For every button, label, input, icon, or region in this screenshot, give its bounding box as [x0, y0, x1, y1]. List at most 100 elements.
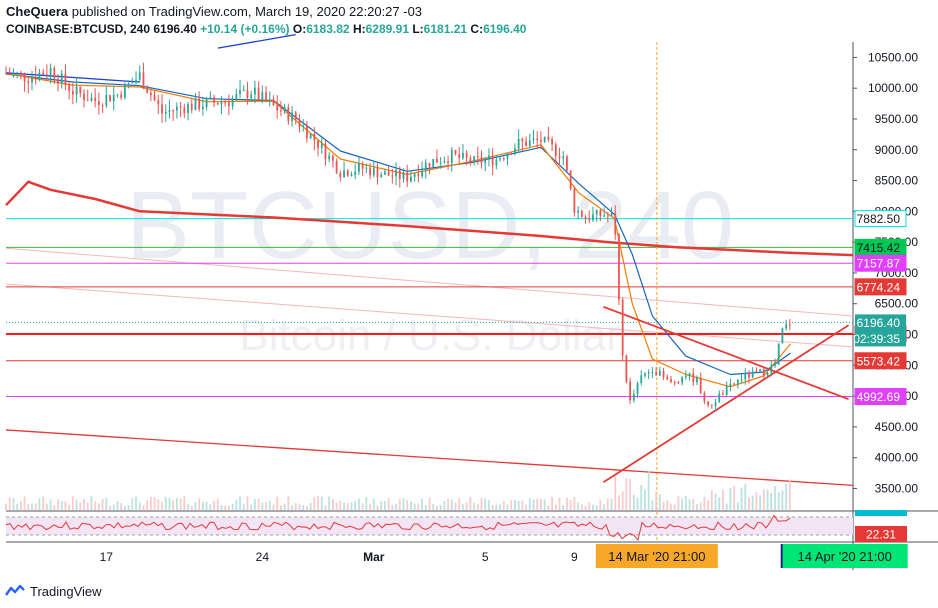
- candle-body: [320, 143, 323, 149]
- candle-body: [335, 160, 338, 173]
- red-trendline-1[interactable]: [602, 324, 850, 484]
- time-label-box-1[interactable]: [781, 544, 908, 568]
- volume-bar: [138, 502, 141, 510]
- candle-body: [755, 371, 758, 373]
- blue-trendline-1[interactable]: [217, 33, 296, 49]
- symbol-label[interactable]: COINBASE:BTCUSD, 240: [6, 22, 151, 36]
- candle-body: [190, 103, 193, 110]
- candle-body: [517, 139, 520, 149]
- drawing-layer[interactable]: [5, 33, 854, 540]
- candle-body: [268, 99, 271, 101]
- candle-body: [502, 158, 505, 160]
- volume-bar: [149, 496, 152, 510]
- volume-bar: [751, 495, 754, 510]
- volume-bar: [298, 503, 301, 510]
- volume-bar: [276, 496, 279, 510]
- volume-bar: [595, 505, 598, 510]
- volume-bar: [253, 498, 256, 510]
- candle-body: [707, 401, 710, 406]
- level-0-box[interactable]: [854, 210, 907, 228]
- volume-bar: [161, 501, 163, 510]
- candle-body: [606, 215, 609, 217]
- candle-body: [670, 379, 672, 382]
- candle-body: [172, 110, 175, 112]
- volume-bar: [655, 492, 658, 510]
- candle-body: [703, 392, 706, 402]
- volume-bar: [313, 497, 316, 510]
- candle-body: [376, 167, 379, 178]
- candle-body: [391, 175, 394, 177]
- price-axis[interactable]: 3500.004000.004500.005000.005500.006000.…: [853, 50, 918, 495]
- channel-line-1[interactable]: [5, 283, 854, 348]
- volume-bar: [540, 498, 542, 510]
- blue-trendline-0[interactable]: [5, 72, 140, 83]
- rsi-pane: 22.31: [5, 510, 907, 542]
- volume-bar: [610, 498, 613, 510]
- volume-bar: [235, 499, 238, 510]
- candle-body: [283, 107, 286, 112]
- candle-body: [580, 210, 583, 217]
- candle-body: [257, 87, 260, 100]
- level-5-box[interactable]: [854, 352, 907, 370]
- volume-bar: [172, 500, 175, 510]
- level-3-label: 6774.24: [857, 280, 901, 294]
- red-trendline-2[interactable]: [5, 429, 854, 487]
- ma-200-line: [5, 180, 854, 257]
- level-6-box[interactable]: [854, 388, 907, 406]
- level-5-label: 5573.42: [857, 354, 901, 368]
- candle-body: [751, 371, 754, 378]
- volume-bar: [651, 500, 654, 510]
- last-price-box[interactable]: [855, 314, 906, 347]
- candle-body: [614, 213, 617, 235]
- volume-bar: [666, 500, 669, 510]
- brand-name[interactable]: TradingView: [30, 583, 102, 599]
- candle-body: [469, 157, 472, 163]
- time-axis[interactable]: 17 24 Mar 5 9 14 Mar '20 21:00 14 Apr '20 21:0…: [100, 544, 908, 568]
- candle-body: [658, 371, 661, 376]
- candle-body: [112, 94, 115, 102]
- volume-bar: [432, 504, 435, 510]
- volume-bar: [536, 498, 539, 510]
- time-tick-label: 9: [571, 550, 578, 564]
- candle-body: [346, 170, 349, 176]
- candle-body: [644, 373, 646, 376]
- volume-bar: [733, 485, 736, 510]
- volume-bar: [45, 503, 48, 510]
- volume-bar: [127, 504, 130, 510]
- red-trendline-0[interactable]: [603, 305, 849, 401]
- volume-bar: [198, 498, 201, 510]
- volume-bar: [406, 500, 409, 510]
- volume-bar: [543, 499, 546, 510]
- candle-body: [584, 216, 587, 219]
- publish-info: CheQuera published on TradingView.com, M…: [6, 4, 422, 19]
- volume-bar: [632, 494, 635, 510]
- rsi-value-box[interactable]: [855, 526, 907, 542]
- volume-layer: [5, 470, 791, 510]
- candle-body: [157, 100, 160, 105]
- volume-bar: [380, 501, 383, 510]
- candle-body: [744, 373, 747, 380]
- candle-body: [551, 139, 553, 145]
- candle-body: [770, 365, 773, 374]
- volume-bar: [190, 505, 193, 510]
- candle-body: [595, 210, 598, 215]
- candle-body: [491, 155, 494, 166]
- time-label-box-0[interactable]: [595, 544, 718, 568]
- candle-body: [421, 170, 423, 177]
- volume-bar: [402, 498, 405, 510]
- candle-body: [476, 156, 479, 158]
- volume-bar: [49, 499, 52, 510]
- channel-line-0[interactable]: [5, 247, 854, 317]
- level-0-label: 7882.50: [857, 212, 901, 226]
- level-3-box[interactable]: [854, 278, 907, 296]
- author-name[interactable]: CheQuera: [6, 4, 69, 19]
- candle-body: [372, 167, 375, 176]
- ohlc-legend: COINBASE:BTCUSD, 240 6196.40 +10.14 (+0.…: [6, 22, 526, 36]
- candle-body: [227, 102, 230, 106]
- candle-body: [543, 136, 546, 142]
- candle-body: [57, 78, 59, 84]
- close-value: 6196.40: [483, 22, 527, 36]
- level-2-box[interactable]: [854, 254, 907, 272]
- volume-bar: [213, 500, 215, 510]
